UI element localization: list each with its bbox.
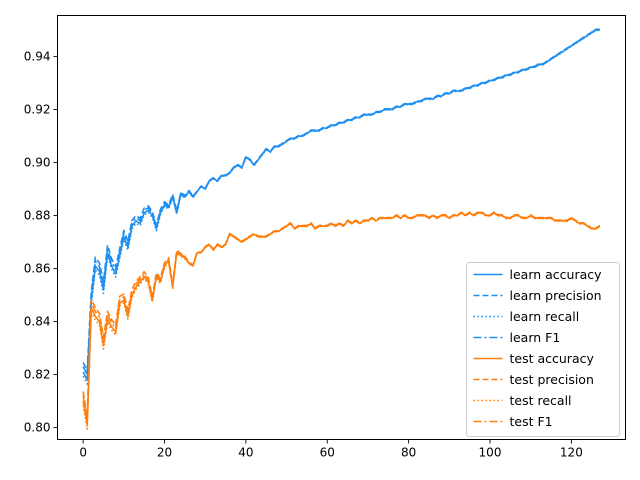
legend-label: test recall <box>510 393 572 408</box>
legend-label: learn F1 <box>510 330 561 345</box>
x-tick-label: 60 <box>320 446 335 460</box>
y-tick-label: 0.84 <box>24 315 51 329</box>
x-tick-label: 0 <box>79 446 87 460</box>
x-tick-label: 40 <box>238 446 253 460</box>
y-tick-label: 0.92 <box>24 103 51 117</box>
legend-label: learn precision <box>510 288 602 303</box>
legend-label: test precision <box>510 372 594 387</box>
y-tick-label: 0.88 <box>24 209 51 223</box>
legend: learn accuracy learn precision learn recal… <box>466 262 620 437</box>
series-layer <box>82 28 601 430</box>
series-line-test-recall <box>82 212 601 430</box>
x-tick-label: 120 <box>560 446 583 460</box>
series-line-learn-f1 <box>82 28 600 376</box>
axes-layer: 0 20 40 60 80 100 120 0.80 0.82 0.84 0.86 0.88 0.90 0… <box>24 50 583 460</box>
y-tick-label: 0.90 <box>24 156 51 170</box>
y-tick-label: 0.94 <box>24 50 51 64</box>
legend-box <box>466 262 620 437</box>
legend-label: learn accuracy <box>510 267 603 282</box>
legend-label: learn recall <box>510 309 580 324</box>
legend-label: test F1 <box>510 414 553 429</box>
legend-label: test accuracy <box>510 351 595 366</box>
x-tick-label: 20 <box>157 446 172 460</box>
x-tick-label: 80 <box>401 446 416 460</box>
plot-frame <box>57 15 626 440</box>
series-line-test-f1 <box>82 211 601 421</box>
y-tick-label: 0.82 <box>24 368 51 382</box>
x-tick-label: 100 <box>479 446 502 460</box>
y-tick-label: 0.80 <box>24 421 51 435</box>
y-tick-label: 0.86 <box>24 262 51 276</box>
